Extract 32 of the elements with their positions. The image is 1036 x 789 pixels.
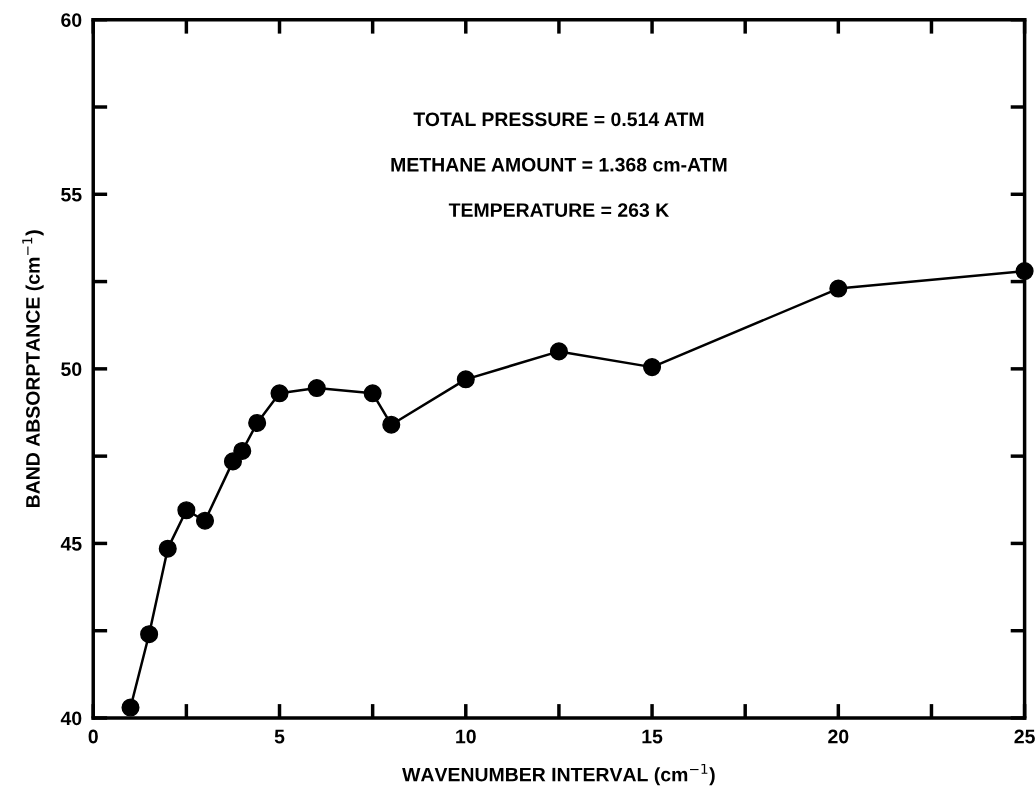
x-tick-label: 25 [1014,729,1035,744]
y-tick-label: 45 [60,537,82,551]
y-tick-label: 50 [61,362,82,377]
annotation: TOTAL PRESSURE = 0.514 ATM [413,112,704,127]
x-tick-label: 20 [828,729,849,744]
x-tick-label: 15 [642,729,663,744]
point [456,370,475,389]
point [121,698,140,717]
point [829,279,848,298]
y-tick-label: 60 [61,13,82,27]
y-tick-label: 40 [60,711,82,726]
x-axis-title: WAVENUMBER INTERVAL (cm$^{−1}$) [402,763,715,786]
point [363,384,382,403]
annotation: METHANE AMOUNT = 1.368 cm-ATM [391,157,727,172]
point [1015,262,1034,281]
point [195,511,215,530]
y-axis-title: BAND ABSORPTANCE (cm$^{−1}$) [22,230,44,508]
point [233,441,252,460]
point [140,625,159,644]
x-tick-label: 0 [88,729,98,744]
point [549,342,568,361]
point [177,501,196,520]
x-tick-label: 10 [456,729,476,744]
point [643,358,662,377]
annotation: TEMPERATURE = 263 K [448,203,670,217]
point [158,539,177,558]
x-tick-label: 5 [274,729,285,744]
point [248,413,267,433]
y-tick-label: 55 [61,187,82,202]
point [382,415,401,434]
point [307,379,326,398]
point [270,384,289,403]
